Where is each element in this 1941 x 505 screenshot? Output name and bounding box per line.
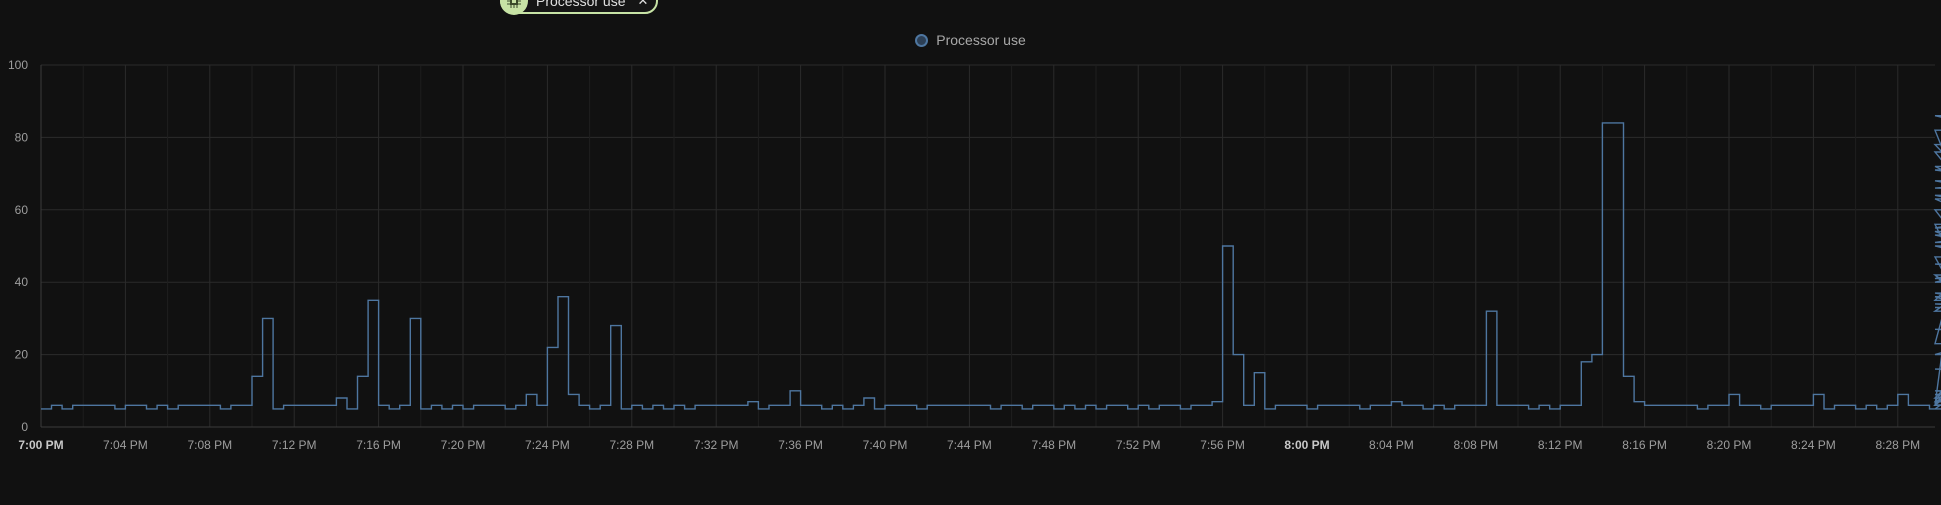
x-tick-label: 7:48 PM bbox=[1031, 438, 1076, 452]
series-line-processor-use bbox=[41, 115, 1941, 410]
x-tick-label: 7:28 PM bbox=[609, 438, 654, 452]
x-tick-label: 7:36 PM bbox=[778, 438, 823, 452]
x-tick-label: 8:12 PM bbox=[1538, 438, 1583, 452]
x-tick-label: 7:24 PM bbox=[525, 438, 570, 452]
x-tick-label: 8:00 PM bbox=[1284, 438, 1329, 452]
x-tick-label: 7:12 PM bbox=[272, 438, 317, 452]
chart-legend[interactable]: Processor use bbox=[0, 32, 1941, 48]
y-tick-label: 40 bbox=[15, 275, 29, 289]
filter-chip-label: Processor use bbox=[536, 0, 626, 9]
x-tick-label: 8:28 PM bbox=[1875, 438, 1920, 452]
legend-swatch[interactable] bbox=[915, 33, 929, 47]
x-tick-label: 8:16 PM bbox=[1622, 438, 1667, 452]
x-tick-label: 7:52 PM bbox=[1116, 438, 1161, 452]
x-tick-label: 8:20 PM bbox=[1707, 438, 1752, 452]
x-tick-label: 7:20 PM bbox=[441, 438, 486, 452]
y-tick-label: 20 bbox=[15, 348, 29, 362]
y-tick-label: 0 bbox=[21, 420, 28, 434]
x-tick-label: 7:16 PM bbox=[356, 438, 401, 452]
close-icon[interactable]: ✕ bbox=[637, 0, 649, 8]
y-tick-label: 60 bbox=[15, 203, 29, 217]
x-tick-label: 7:56 PM bbox=[1200, 438, 1245, 452]
x-tick-label: 8:04 PM bbox=[1369, 438, 1414, 452]
x-tick-label: 8:24 PM bbox=[1791, 438, 1836, 452]
legend-label[interactable]: Processor use bbox=[936, 32, 1026, 48]
x-tick-label: 7:40 PM bbox=[863, 438, 908, 452]
y-tick-label: 80 bbox=[15, 130, 29, 144]
x-tick-label: 7:44 PM bbox=[947, 438, 992, 452]
x-tick-label: 8:08 PM bbox=[1453, 438, 1498, 452]
x-tick-label: 7:32 PM bbox=[694, 438, 739, 452]
x-tick-label: 7:00 PM bbox=[18, 438, 63, 452]
x-tick-label: 7:08 PM bbox=[187, 438, 232, 452]
x-tick-label: 7:04 PM bbox=[103, 438, 148, 452]
y-tick-label: 100 bbox=[8, 58, 28, 72]
cpu-icon bbox=[500, 0, 528, 15]
filter-chip[interactable]: Processor use ✕ bbox=[500, 0, 659, 15]
